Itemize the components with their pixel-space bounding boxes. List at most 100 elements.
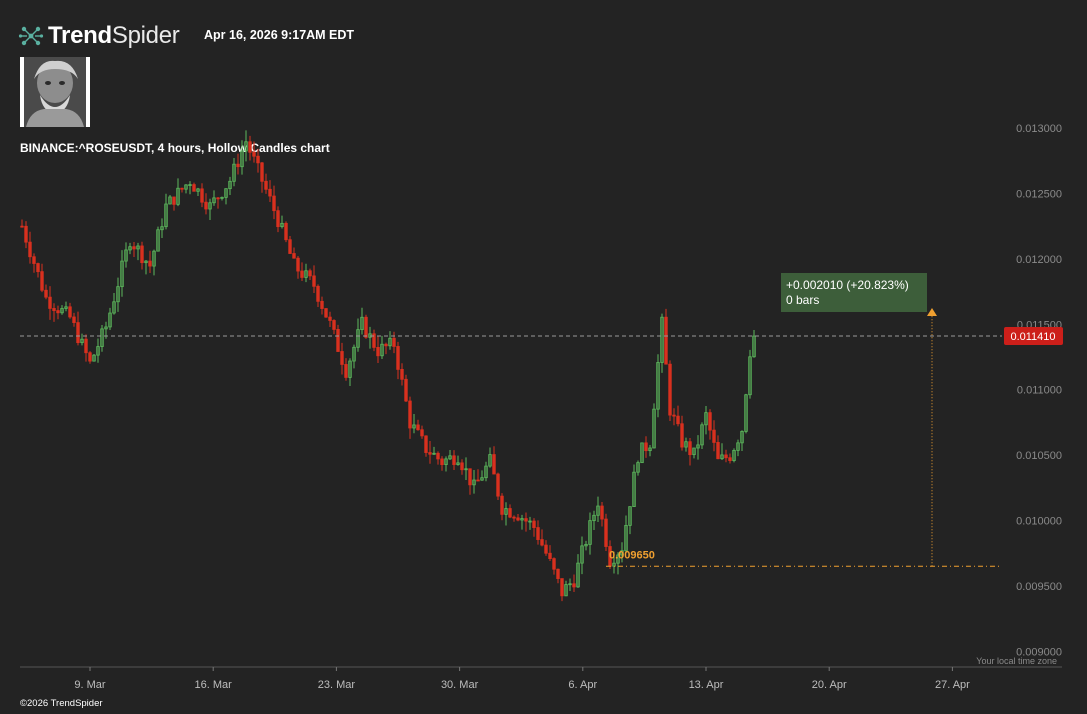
candle-body: [700, 424, 704, 446]
candle-body: [164, 203, 168, 228]
candle-body: [708, 412, 712, 431]
candle-body: [344, 364, 348, 378]
trendspider-logo[interactable]: TrendSpider: [18, 22, 180, 50]
candle-body: [148, 260, 152, 267]
candle-body: [564, 584, 568, 597]
candle-body: [84, 338, 88, 354]
candle-body: [436, 452, 440, 460]
candle-body: [284, 222, 288, 241]
candle-body: [724, 454, 728, 459]
candle-body: [328, 316, 332, 321]
candle-body: [448, 455, 452, 460]
candle-body: [600, 505, 604, 520]
candle-body: [576, 562, 580, 588]
candle-body: [528, 520, 532, 523]
timestamp: Apr 16, 2026 9:17AM EDT: [204, 28, 355, 42]
candle-body: [196, 188, 200, 192]
candle-body: [252, 151, 256, 157]
candle-body: [636, 462, 640, 473]
candle-body: [36, 263, 40, 273]
candle-body: [64, 306, 68, 309]
candle-body: [488, 454, 492, 467]
candle-body: [588, 520, 592, 545]
candle-body: [108, 312, 112, 328]
candle-body: [160, 226, 164, 231]
candle-body: [72, 316, 76, 323]
candle-body: [380, 343, 384, 357]
candle-body: [688, 441, 692, 456]
x-tick-label: 23. Mar: [318, 679, 356, 691]
copyright: ©2026 TrendSpider: [20, 698, 103, 709]
candle-body: [304, 270, 308, 278]
candle-body: [172, 196, 176, 205]
candle-body: [316, 285, 320, 302]
candle-body: [592, 514, 596, 522]
last-price-label: 0.011410: [1010, 331, 1055, 343]
candle-body: [408, 400, 412, 429]
candle-body: [568, 583, 572, 586]
candle-body: [540, 539, 544, 546]
candle-body: [544, 544, 548, 554]
candle-body: [548, 552, 552, 560]
candle-body: [676, 415, 680, 425]
candle-body: [144, 260, 148, 264]
candle-body: [80, 338, 84, 344]
candle-body: [60, 308, 64, 314]
candle-body: [624, 524, 628, 552]
candle-body: [268, 188, 272, 197]
candle-body: [748, 356, 752, 396]
candle-body: [668, 363, 672, 416]
candle-body: [340, 351, 344, 365]
candle-body: [20, 225, 24, 228]
candle-body: [524, 518, 528, 522]
network-nodes-icon: [18, 26, 44, 46]
candle-body: [184, 184, 188, 190]
candle-body: [180, 187, 184, 190]
candle-body: [732, 449, 736, 461]
measure-arrow-icon: [927, 308, 937, 317]
candle-body: [720, 454, 724, 460]
candle-body: [388, 337, 392, 347]
y-tick-label: 0.009500: [1016, 581, 1062, 593]
candle-body: [420, 429, 424, 437]
candle-body: [444, 458, 448, 466]
candle-body: [212, 197, 216, 204]
candle-body: [504, 508, 508, 515]
x-tick-label: 30. Mar: [441, 679, 479, 691]
x-tick-label: 6. Apr: [568, 679, 597, 691]
candle-body: [656, 362, 660, 410]
candle-body: [56, 310, 60, 314]
candle-body: [308, 270, 312, 277]
candle-body: [496, 473, 500, 497]
candle-body: [752, 335, 756, 358]
chart-title: BINANCE:^ROSEUSDT, 4 hours, Hollow Candl…: [20, 141, 330, 155]
candle-body: [96, 346, 100, 356]
candle-body: [552, 558, 556, 570]
candle-body: [424, 435, 428, 453]
y-tick-label: 0.011000: [1017, 385, 1062, 397]
candle-body: [120, 260, 124, 288]
candle-body: [500, 495, 504, 515]
candle-body: [272, 195, 276, 212]
y-tick-label: 0.013000: [1016, 123, 1062, 135]
candle-body: [396, 346, 400, 370]
candle-body: [440, 458, 444, 466]
candle-body: [616, 554, 620, 564]
candle-body: [672, 414, 676, 417]
candle-body: [532, 520, 536, 528]
candle-body: [580, 545, 584, 564]
candle-body: [704, 412, 708, 426]
candle-body: [392, 337, 396, 347]
candle-body: [348, 360, 352, 378]
candle-body: [516, 517, 520, 521]
candle-body: [584, 543, 588, 547]
candle-body: [404, 378, 408, 402]
candle-body: [512, 516, 516, 519]
x-tick-label: 16. Mar: [195, 679, 233, 691]
y-tick-label: 0.010000: [1016, 515, 1062, 527]
candle-body: [520, 518, 524, 521]
candle-body: [696, 444, 700, 449]
candle-body: [664, 316, 668, 365]
candle-body: [40, 271, 44, 291]
